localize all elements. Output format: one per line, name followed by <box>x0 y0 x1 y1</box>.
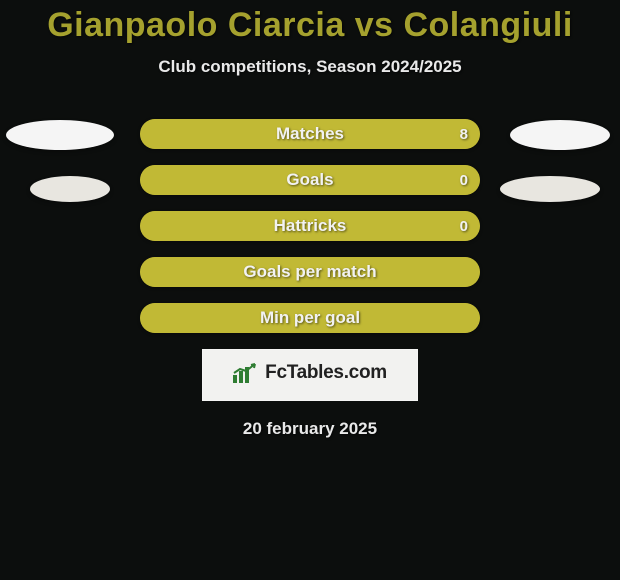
brand-box: FcTables.com <box>202 349 418 401</box>
bar-label: Min per goal <box>140 303 480 333</box>
bar-label: Goals per match <box>140 257 480 287</box>
subtitle: Club competitions, Season 2024/2025 <box>0 57 620 77</box>
bar-min-per-goal: Min per goal <box>140 303 480 333</box>
bar-label: Goals <box>140 165 480 195</box>
decor-ellipse-outer-right <box>510 120 610 150</box>
bar-goals: Goals 0 <box>140 165 480 195</box>
page-title: Gianpaolo Ciarcia vs Colangiuli <box>0 0 620 45</box>
bar-hattricks: Hattricks 0 <box>140 211 480 241</box>
decor-ellipse-inner-left <box>30 176 110 202</box>
bar-label: Matches <box>140 119 480 149</box>
decor-ellipse-inner-right <box>500 176 600 202</box>
brand-text: FcTables.com <box>265 362 387 384</box>
bar-matches: Matches 8 <box>140 119 480 149</box>
bar-value: 8 <box>460 119 468 149</box>
bar-value: 0 <box>460 211 468 241</box>
brand-chart-icon <box>233 363 259 383</box>
bar-value: 0 <box>460 165 468 195</box>
bar-goals-per-match: Goals per match <box>140 257 480 287</box>
bar-label: Hattricks <box>140 211 480 241</box>
decor-ellipse-outer-left <box>6 120 114 150</box>
stat-bars: Matches 8 Goals 0 Hattricks 0 Goals per … <box>140 119 480 333</box>
date-text: 20 february 2025 <box>0 419 620 439</box>
